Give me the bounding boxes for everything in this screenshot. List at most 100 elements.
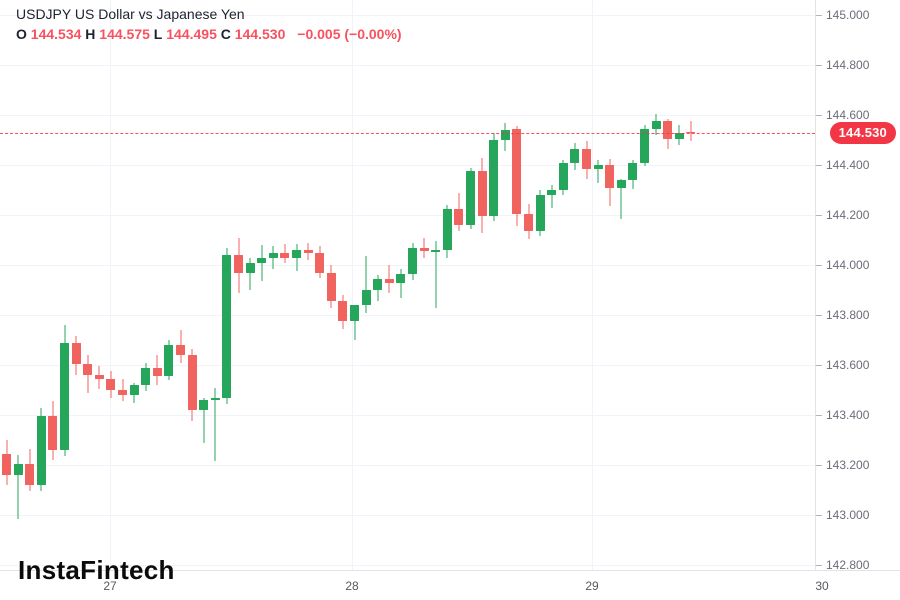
candle-body-bullish	[245, 262, 255, 273]
candlestick[interactable]	[152, 0, 162, 570]
candlestick[interactable]	[129, 0, 139, 570]
candlestick[interactable]	[535, 0, 545, 570]
candlestick[interactable]	[582, 0, 591, 570]
candlestick[interactable]	[94, 0, 104, 570]
candle-body-bearish	[187, 355, 197, 410]
candlestick[interactable]	[593, 0, 603, 570]
price-tick-label: 142.800	[816, 558, 900, 572]
candlestick[interactable]	[2, 0, 11, 570]
price-tick-label: 143.400	[816, 408, 900, 422]
candlestick[interactable]	[396, 0, 406, 570]
tick-dash-icon	[816, 215, 822, 217]
candlestick[interactable]	[512, 0, 522, 570]
candlestick[interactable]	[48, 0, 58, 570]
open-value: 144.534	[30, 26, 82, 42]
price-tick-label: 144.600	[816, 108, 900, 122]
candlestick[interactable]	[628, 0, 638, 570]
close-label: C	[220, 26, 231, 42]
candle-body-bullish	[60, 342, 69, 450]
candle-wick	[365, 256, 367, 313]
candlestick[interactable]	[292, 0, 301, 570]
candlestick[interactable]	[616, 0, 626, 570]
candle-body-bullish	[373, 278, 383, 290]
candlestick[interactable]	[234, 0, 243, 570]
candlestick[interactable]	[315, 0, 325, 570]
candlestick[interactable]	[176, 0, 185, 570]
candle-body-bullish	[547, 190, 557, 195]
candlestick[interactable]	[442, 0, 452, 570]
candlestick[interactable]	[605, 0, 615, 570]
candlestick[interactable]	[686, 0, 696, 570]
candle-body-bullish	[674, 132, 684, 139]
candle-wick	[203, 397, 205, 443]
candlestick[interactable]	[118, 0, 127, 570]
candlestick[interactable]	[268, 0, 278, 570]
grid-line-horizontal	[0, 115, 815, 116]
candlestick[interactable]	[210, 0, 220, 570]
candle-body-bearish	[234, 255, 243, 273]
time-tick-label: 28	[345, 579, 359, 593]
candlestick[interactable]	[25, 0, 35, 570]
candlestick[interactable]	[570, 0, 580, 570]
candlestick[interactable]	[280, 0, 290, 570]
candle-wick	[620, 178, 622, 219]
candle-body-bullish	[616, 180, 626, 188]
candlestick[interactable]	[558, 0, 568, 570]
candlestick[interactable]	[13, 0, 23, 570]
candlestick[interactable]	[384, 0, 394, 570]
candlestick[interactable]	[674, 0, 684, 570]
candlestick[interactable]	[199, 0, 209, 570]
brand-watermark: InstaFintech	[18, 555, 175, 585]
candlestick[interactable]	[187, 0, 197, 570]
candlestick[interactable]	[431, 0, 441, 570]
candlestick[interactable]	[651, 0, 661, 570]
candlestick[interactable]	[640, 0, 649, 570]
candlestick[interactable]	[326, 0, 336, 570]
candlestick[interactable]	[524, 0, 533, 570]
grid-line-vertical	[592, 0, 593, 570]
candlestick[interactable]	[338, 0, 348, 570]
grid-line-horizontal	[0, 315, 815, 316]
candlestick[interactable]	[489, 0, 499, 570]
candlestick[interactable]	[454, 0, 464, 570]
low-label: L	[153, 26, 163, 42]
candle-body-bullish	[431, 250, 441, 252]
candle-body-bullish	[396, 273, 406, 283]
candlestick[interactable]	[71, 0, 81, 570]
candlestick[interactable]	[547, 0, 557, 570]
close-value: 144.530	[234, 26, 286, 42]
candle-body-bearish	[605, 165, 615, 188]
candlestick[interactable]	[245, 0, 255, 570]
candlestick[interactable]	[83, 0, 93, 570]
candlestick[interactable]	[500, 0, 510, 570]
chart-plot-area[interactable]	[0, 0, 815, 570]
tick-dash-icon	[816, 265, 822, 267]
candle-body-bullish	[651, 121, 661, 129]
candlestick[interactable]	[36, 0, 46, 570]
candlestick[interactable]	[466, 0, 475, 570]
candlestick[interactable]	[361, 0, 371, 570]
candlestick[interactable]	[106, 0, 116, 570]
candlestick[interactable]	[303, 0, 313, 570]
candlestick[interactable]	[350, 0, 359, 570]
symbol-title: USDJPY US Dollar vs Japanese Yen	[16, 6, 245, 22]
time-axis[interactable]: 27 28 29 30	[0, 570, 900, 600]
candlestick[interactable]	[60, 0, 69, 570]
candlestick[interactable]	[408, 0, 417, 570]
candle-body-bearish	[454, 208, 464, 225]
candlestick[interactable]	[663, 0, 673, 570]
candle-body-bearish	[477, 171, 487, 217]
candlestick[interactable]	[222, 0, 232, 570]
price-tick-label: 143.200	[816, 458, 900, 472]
candlestick[interactable]	[164, 0, 174, 570]
price-axis[interactable]: 145.000 144.800 144.600 144.400 144.200 144.0…	[815, 0, 900, 572]
change-value: −0.005 (−0.00%)	[297, 26, 402, 42]
candle-body-bullish	[500, 130, 510, 140]
candlestick[interactable]	[477, 0, 487, 570]
candlestick[interactable]	[141, 0, 151, 570]
candle-body-bullish	[570, 148, 580, 163]
candlestick[interactable]	[373, 0, 383, 570]
candlestick[interactable]	[257, 0, 267, 570]
candle-body-bearish	[71, 342, 81, 364]
candlestick[interactable]	[419, 0, 429, 570]
